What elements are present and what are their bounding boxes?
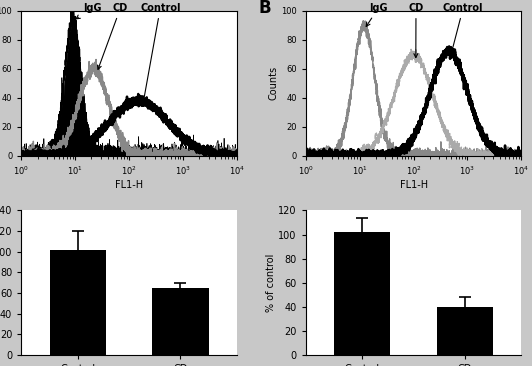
Y-axis label: Counts: Counts (268, 66, 278, 100)
Text: IgG: IgG (76, 3, 102, 19)
Bar (334, 232, 390, 355)
Bar (49, 250, 106, 355)
X-axis label: FL1-H: FL1-H (400, 180, 428, 190)
Text: Control: Control (140, 3, 180, 101)
Text: B: B (259, 0, 271, 18)
Text: CD: CD (97, 3, 128, 70)
Bar (437, 307, 493, 355)
Bar (152, 288, 209, 355)
Text: CD: CD (409, 3, 423, 57)
Y-axis label: % of control: % of control (265, 254, 276, 312)
Text: Control: Control (443, 3, 484, 53)
X-axis label: FL1-H: FL1-H (115, 180, 143, 190)
Text: IgG: IgG (366, 3, 388, 26)
